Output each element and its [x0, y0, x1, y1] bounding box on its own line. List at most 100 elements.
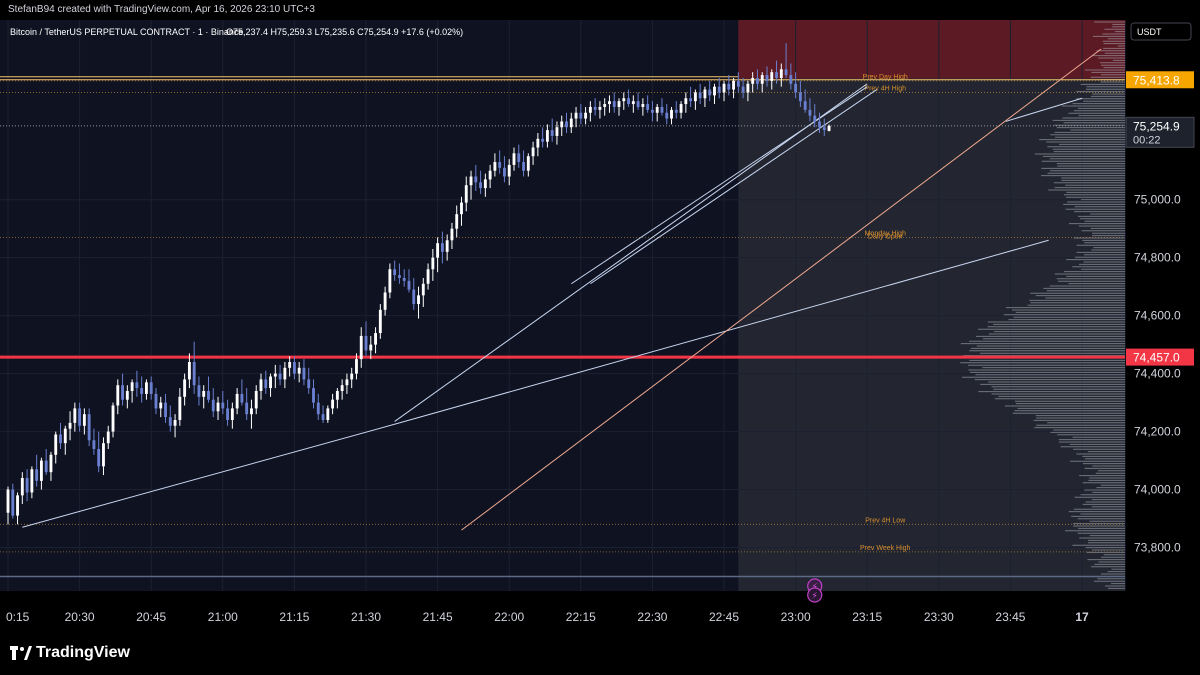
ohlc-values: O75,237.4 H75,259.3 L75,235.6 C75,254.9 …: [226, 27, 463, 37]
candle-body: [794, 83, 798, 93]
candle: [665, 104, 669, 125]
candle: [183, 373, 187, 406]
candle: [464, 176, 468, 212]
candle-body: [464, 185, 468, 203]
candle: [479, 170, 483, 194]
candle: [679, 101, 683, 119]
candle-body: [818, 121, 821, 128]
candle: [159, 396, 163, 418]
candle-body: [30, 469, 34, 493]
candle: [531, 141, 535, 165]
candle-body: [393, 269, 397, 276]
candle: [474, 164, 478, 192]
candle-body: [259, 379, 263, 392]
candle-body: [407, 280, 411, 290]
candle-body: [378, 309, 382, 334]
y-tick-label: 74,200.0: [1134, 425, 1181, 439]
candle-body: [288, 362, 292, 368]
candle-body: [25, 477, 29, 493]
candle-body: [226, 408, 230, 420]
candle: [412, 277, 416, 310]
price-label-2: 74,457.0: [1133, 351, 1180, 365]
candle: [82, 408, 86, 435]
candle: [698, 83, 702, 105]
candle-body: [503, 167, 506, 177]
candle: [221, 391, 225, 415]
lightning-badge[interactable]: [807, 587, 823, 603]
currency-button[interactable]: [1130, 22, 1192, 41]
candle-body: [698, 92, 702, 99]
chart-frame[interactable]: Prev Day High Prev 4H High Monday High Dail…: [0, 20, 1200, 633]
y-tick-label: 74,000.0: [1134, 483, 1181, 497]
candle: [78, 402, 82, 432]
candle: [765, 66, 769, 87]
level-label-prev-day-high: Prev Day High: [863, 74, 908, 81]
candle-body: [350, 373, 354, 380]
x-tick-label: 23:15: [852, 610, 882, 624]
candle-body: [593, 106, 597, 110]
candle-body: [402, 277, 406, 281]
candle-body: [335, 391, 339, 400]
candle-body: [355, 359, 358, 374]
candle: [803, 89, 807, 113]
candle: [493, 153, 497, 177]
candle-body: [417, 295, 420, 305]
candle-body: [722, 83, 726, 93]
candle: [488, 164, 492, 189]
candle: [264, 370, 268, 394]
candle-body: [78, 408, 82, 426]
candle-body: [641, 104, 645, 107]
candle-body: [455, 214, 459, 229]
candle: [259, 373, 263, 400]
candle-body: [736, 80, 740, 87]
candle-body: [106, 431, 110, 444]
candle-body: [283, 367, 287, 380]
candle-body: [235, 393, 239, 409]
candle-body: [374, 333, 377, 345]
candle: [254, 385, 258, 415]
candle: [436, 237, 440, 273]
candle-body: [536, 138, 540, 148]
y-tick-label: 73,800.0: [1134, 541, 1181, 555]
price-label-box-0: [1126, 71, 1194, 89]
candle: [135, 370, 139, 397]
candle-body: [345, 379, 349, 386]
candle-body: [183, 379, 187, 397]
candle-body: [135, 382, 139, 389]
candle: [421, 277, 425, 307]
chart-svg[interactable]: Prev Day High Prev 4H High Monday HighDail…: [0, 20, 1200, 633]
candle-body: [756, 77, 759, 84]
candle-body: [545, 130, 549, 142]
candle: [378, 304, 382, 339]
candle-body: [741, 86, 745, 93]
candle: [230, 402, 234, 429]
candle: [455, 205, 459, 238]
candle: [102, 437, 105, 476]
candle: [192, 341, 196, 394]
y-tick-label: 75,000.0: [1134, 193, 1181, 207]
candle: [11, 483, 15, 519]
candle: [393, 260, 397, 281]
candle-body: [617, 101, 621, 107]
candle: [345, 373, 349, 394]
candle: [608, 95, 611, 113]
candle: [25, 469, 29, 502]
candle: [751, 72, 755, 93]
candle: [541, 127, 545, 148]
x-tick-label: 0:15: [6, 610, 30, 624]
candle: [407, 269, 411, 293]
candle-body: [202, 391, 206, 397]
candle: [68, 411, 72, 441]
x-tick-label: 20:45: [136, 610, 166, 624]
candle-body: [245, 402, 249, 415]
candle-body: [703, 89, 707, 99]
candle: [550, 118, 554, 142]
x-tick-label: 23:30: [924, 610, 954, 624]
attribution-text: StefanB94 created with TradingView.com, …: [8, 4, 315, 15]
candle: [746, 80, 750, 102]
candle: [636, 92, 640, 110]
x-tick-label: 17: [1075, 610, 1089, 624]
candle: [397, 263, 401, 284]
candle-body: [746, 83, 750, 93]
candle: [374, 327, 377, 354]
